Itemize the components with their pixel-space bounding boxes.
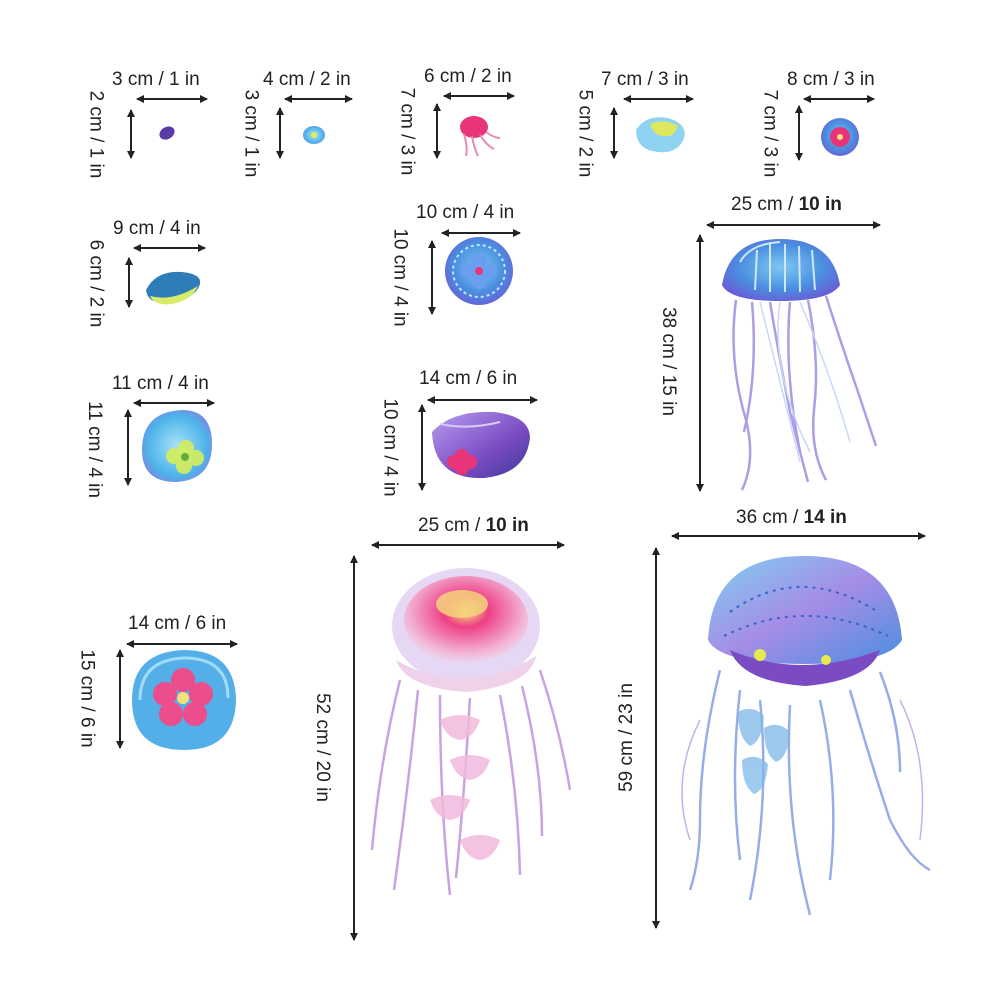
sticker-1-width-label: 3 cm / 1 in bbox=[112, 69, 200, 90]
sticker-5-width-label: 8 cm / 3 in bbox=[787, 69, 875, 90]
sticker-7-jellyfish bbox=[445, 237, 513, 305]
sticker-1-jellyfish bbox=[159, 126, 175, 140]
sticker-8-jellyfish bbox=[142, 410, 212, 482]
sticker-7-width-label: 10 cm / 4 in bbox=[416, 202, 515, 223]
sticker-9-width-label: 14 cm / 6 in bbox=[419, 368, 518, 389]
sticker-11-jellyfish bbox=[722, 239, 878, 491]
sticker-10-jellyfish bbox=[132, 650, 236, 750]
sticker-3-width-label: 6 cm / 2 in bbox=[424, 66, 512, 87]
sticker-12-jellyfish bbox=[370, 568, 572, 896]
sticker-11-width-label: 25 cm / 10 in bbox=[731, 194, 842, 215]
sticker-4-width-label: 7 cm / 3 in bbox=[601, 69, 689, 90]
sticker-13-width-label: 36 cm / 14 in bbox=[736, 507, 847, 528]
sticker-13-jellyfish bbox=[681, 556, 931, 916]
sticker-3-jellyfish bbox=[460, 116, 501, 157]
sticker-8-width-label: 11 cm / 4 in bbox=[112, 373, 209, 394]
sticker-10-width-label: 14 cm / 6 in bbox=[128, 613, 227, 634]
sticker-4-jellyfish bbox=[636, 117, 685, 153]
sticker-5-jellyfish bbox=[821, 118, 859, 156]
sticker-6-width-label: 9 cm / 4 in bbox=[113, 218, 201, 239]
sticker-2-jellyfish bbox=[303, 126, 325, 144]
sticker-9-jellyfish bbox=[432, 411, 530, 479]
sticker-6-jellyfish bbox=[146, 271, 201, 305]
sticker-12-width-label: 25 cm / 10 in bbox=[418, 515, 529, 536]
sticker-2-width-label: 4 cm / 2 in bbox=[263, 69, 351, 90]
